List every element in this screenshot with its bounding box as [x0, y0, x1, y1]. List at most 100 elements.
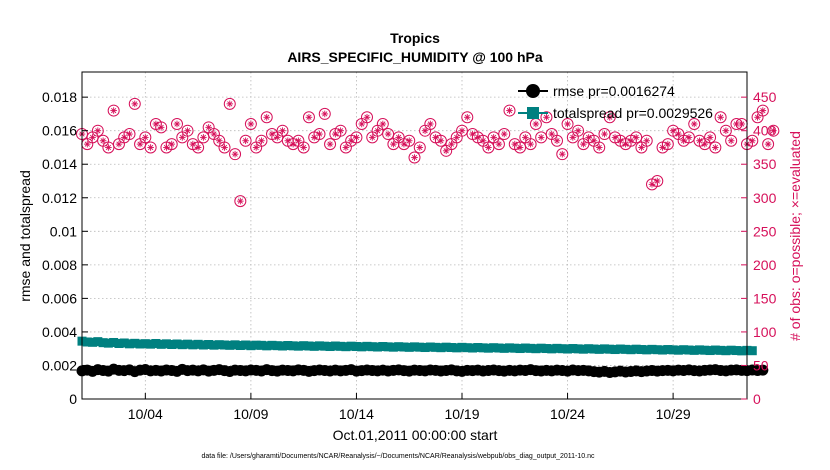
totalspread-point: [415, 342, 425, 352]
obs-point: [86, 131, 99, 144]
totalspread-point: [636, 345, 646, 355]
obs-point: [165, 138, 178, 151]
obs-point: [229, 148, 242, 161]
totalspread-point: [151, 338, 161, 348]
obs-point: [144, 141, 157, 154]
obs-point: [635, 141, 648, 154]
totalspread-point: [716, 345, 726, 355]
totalspread-point: [251, 340, 261, 350]
legend-rmse-marker: [526, 84, 540, 98]
totalspread-point: [346, 341, 356, 351]
x-tick-label: 10/04: [128, 406, 163, 422]
x-tick-label: 10/24: [550, 406, 585, 422]
totalspread-point: [600, 344, 609, 354]
totalspread-point: [663, 345, 673, 355]
obs-point: [197, 131, 210, 144]
totalspread-point: [140, 339, 150, 349]
obs-point: [213, 134, 226, 147]
totalspread-point: [700, 345, 710, 355]
obs-point: [128, 97, 141, 110]
right-axis: 0 50 100 150 200 250 300 350 400 450: [741, 89, 777, 407]
totalspread-point: [605, 344, 615, 354]
totalspread-point: [267, 340, 277, 350]
totalspread-point: [362, 341, 372, 351]
totalspread-point: [747, 346, 757, 356]
y-axis-label-left: rmse and totalspread: [17, 170, 33, 302]
y-tick-label-right: 400: [753, 123, 777, 139]
obs-point: [440, 144, 453, 157]
obs-point: [366, 131, 379, 144]
totalspread-point: [547, 344, 557, 354]
obs-point: [355, 117, 368, 130]
y-tick-label-left: 0: [69, 391, 77, 407]
obs-point: [392, 131, 405, 144]
obs-point: [413, 141, 426, 154]
obs-point: [91, 124, 104, 137]
y-tick-label-left: 0.002: [42, 357, 77, 373]
obs-point: [577, 138, 590, 151]
totalspread-point: [410, 342, 419, 352]
totalspread-point: [626, 345, 636, 355]
obs-point: [239, 134, 252, 147]
y-tick-label-right: 350: [753, 156, 777, 172]
obs-point: [244, 117, 257, 130]
obs-point: [519, 131, 532, 144]
totalspread-point: [668, 345, 678, 355]
totalspread-point: [241, 340, 251, 350]
totalspread-point: [336, 341, 346, 351]
totalspread-point: [589, 344, 599, 354]
y-tick-label-right: 100: [753, 324, 777, 340]
footnote: data file: /Users/gharamti/Documents/NCA…: [201, 453, 595, 460]
totalspread-point: [526, 343, 536, 353]
obs-point: [630, 131, 643, 144]
totalspread-point: [272, 341, 282, 351]
chart-subtitle: AIRS_SPECIFIC_HUMIDITY @ 100 hPa: [287, 49, 543, 65]
totalspread-point: [536, 343, 546, 353]
obs-point: [434, 134, 447, 147]
obs-point: [619, 138, 632, 151]
obs-point: [445, 138, 458, 151]
obs-point: [751, 111, 764, 124]
obs-point: [714, 111, 727, 124]
totalspread-point: [288, 341, 298, 351]
totalspread-point: [441, 342, 451, 352]
totalspread-point: [499, 343, 509, 353]
obs-point: [297, 141, 310, 154]
totalspread-point: [98, 338, 108, 348]
obs-point: [408, 151, 421, 164]
totalspread-point: [378, 342, 388, 352]
obs-point: [192, 141, 205, 154]
totalspread-point: [394, 342, 404, 352]
y-tick-label-left: 0.008: [42, 257, 77, 273]
obs-point: [250, 141, 263, 154]
totalspread-point: [204, 340, 214, 349]
obs-point: [376, 117, 389, 130]
totalspread-point: [457, 342, 467, 352]
obs-point: [603, 111, 616, 124]
series-layer: [76, 97, 780, 379]
obs-point: [514, 141, 527, 154]
totalspread-point: [304, 341, 314, 351]
y-tick-label-left: 0.004: [42, 324, 77, 340]
totalspread-point: [188, 340, 198, 350]
totalspread-point: [679, 345, 689, 355]
totalspread-point: [172, 339, 182, 349]
obs-point: [566, 131, 579, 144]
totalspread-point: [568, 344, 578, 354]
obs-point: [155, 121, 168, 134]
x-axis-label: Oct.01,2011 00:00:00 start: [333, 427, 498, 443]
totalspread-point: [446, 343, 456, 353]
totalspread-point: [468, 343, 478, 353]
totalspread-point: [330, 341, 340, 351]
obs-point: [545, 128, 558, 141]
y-tick-label-right: 200: [753, 257, 777, 273]
obs-point: [688, 117, 701, 130]
totalspread-point: [283, 341, 293, 351]
totalspread-point: [262, 341, 272, 351]
left-axis: 0 0.002 0.004 0.006 0.008 0.01 0.012 0.014 0.016…: [42, 89, 88, 407]
y-tick-label-right: 150: [753, 290, 777, 306]
obs-point: [123, 128, 136, 141]
obs-point: [276, 124, 289, 137]
x-tick-label: 10/14: [339, 406, 374, 422]
